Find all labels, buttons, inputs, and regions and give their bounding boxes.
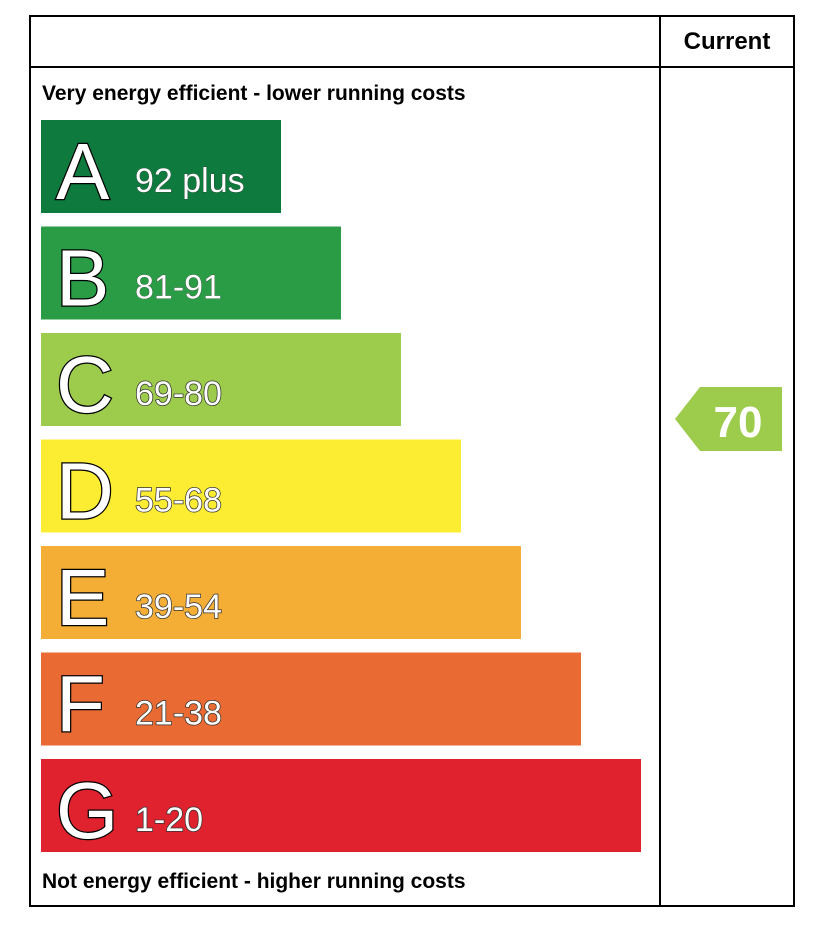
band-bar	[41, 226, 341, 320]
band-bar	[41, 759, 641, 852]
band-letter: F	[56, 660, 105, 749]
top-label: Very energy efficient - lower running co…	[42, 82, 466, 105]
band-range: 21-38	[135, 695, 222, 733]
band-range: 55-68	[135, 482, 222, 520]
band-letter: C	[56, 340, 114, 429]
bands: A 92 plus B 81-91 C 69-80 D 55-68 E 39-54 F 21-38 G 1…	[41, 120, 641, 856]
band-bar	[41, 120, 281, 213]
band-bar	[41, 439, 461, 533]
band-range: 69-80	[135, 375, 222, 413]
band-range: 1-20	[135, 801, 203, 839]
band-bar	[41, 546, 521, 639]
band-range: 81-91	[135, 269, 222, 307]
band-letter: G	[56, 766, 118, 855]
column-header: Current	[684, 28, 771, 55]
band-letter: E	[56, 553, 109, 642]
band-bar	[41, 652, 581, 746]
current-rating: 70	[675, 387, 782, 451]
band-letter: B	[56, 234, 109, 323]
current-value: 70	[714, 398, 763, 447]
band-range: 39-54	[135, 588, 222, 626]
band-letter: D	[56, 447, 114, 536]
current-arrow	[675, 387, 782, 451]
bottom-label: Not energy efficient - higher running co…	[42, 870, 466, 893]
band-bar	[41, 333, 401, 426]
band-range: 92 plus	[135, 162, 245, 200]
band-letter: A	[56, 127, 110, 216]
